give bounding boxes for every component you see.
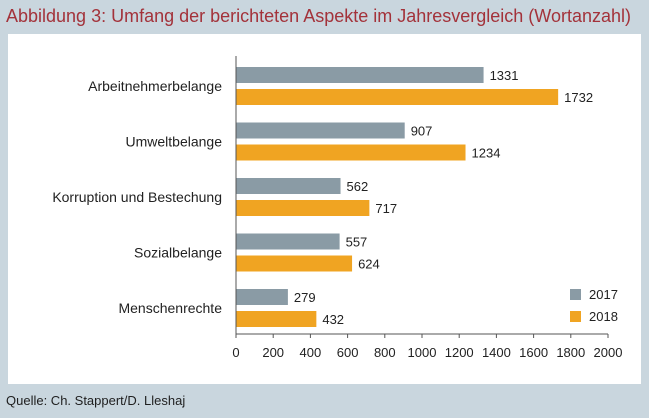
- bar-2018-4: [236, 255, 353, 272]
- legend-label-2017: 2017: [589, 287, 618, 302]
- value-label: 1234: [472, 146, 501, 161]
- category-label: Arbeitnehmerbelange: [88, 78, 222, 94]
- legend-label-2018: 2018: [589, 309, 618, 324]
- legend-swatch-2018: [570, 311, 581, 322]
- source-note: Quelle: Ch. Stappert/D. Lleshaj: [6, 393, 186, 408]
- bar-2017-4: [236, 233, 340, 250]
- bar-2018-5: [236, 311, 317, 327]
- value-label: 432: [322, 312, 344, 327]
- legend-swatch-2017: [570, 289, 581, 300]
- value-label: 1331: [490, 68, 519, 83]
- value-label: 624: [358, 257, 380, 272]
- x-tick-label: 1200: [445, 345, 474, 360]
- bar-2017-5: [236, 289, 288, 305]
- bar-chart: 1331 1732 Arbeitnehmerbelange 907 1234 Umwelt…: [52, 56, 623, 360]
- bar-2017-3: [236, 178, 341, 194]
- bar-2017-2: [236, 122, 405, 139]
- category-label: Korruption und Bestechung: [52, 189, 222, 205]
- x-tick-label: 1000: [408, 345, 437, 360]
- bar-2018-3: [236, 200, 370, 216]
- value-label: 279: [294, 290, 316, 305]
- x-tick-label: 800: [374, 345, 396, 360]
- value-label: 1732: [564, 90, 593, 105]
- chart-panel: 1331 1732 Arbeitnehmerbelange 907 1234 Umwelt…: [8, 34, 641, 384]
- x-tick-label: 2000: [594, 345, 623, 360]
- x-tick-label: 200: [262, 345, 284, 360]
- bar-2018-2: [236, 144, 466, 161]
- chart-title: Abbildung 3: Umfang der berichteten Aspe…: [6, 6, 631, 26]
- category-label: Menschenrechte: [118, 300, 222, 316]
- value-label: 557: [346, 235, 368, 250]
- value-label: 717: [375, 201, 397, 216]
- bar-2018-1: [236, 89, 559, 105]
- x-tick-label: 1400: [482, 345, 511, 360]
- value-label: 562: [347, 179, 369, 194]
- category-label: Sozialbelange: [134, 245, 222, 261]
- x-tick-label: 0: [232, 345, 239, 360]
- x-tick-label: 600: [337, 345, 359, 360]
- x-tick-label: 1800: [556, 345, 585, 360]
- category-label: Umweltbelange: [126, 134, 223, 150]
- bar-2017-1: [236, 67, 484, 83]
- x-tick-label: 400: [300, 345, 322, 360]
- x-tick-label: 1600: [519, 345, 548, 360]
- value-label: 907: [411, 124, 433, 139]
